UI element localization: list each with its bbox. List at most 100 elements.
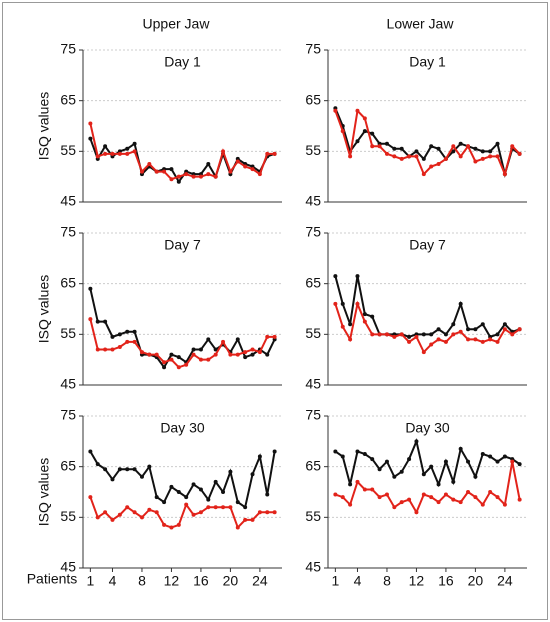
point bbox=[451, 322, 456, 327]
y-tick-label: 45 bbox=[60, 559, 76, 575]
point bbox=[421, 472, 426, 477]
point bbox=[213, 479, 218, 484]
point bbox=[117, 467, 122, 472]
y-tick-label: 75 bbox=[60, 407, 76, 423]
point bbox=[176, 355, 181, 360]
point bbox=[117, 512, 122, 517]
point bbox=[340, 324, 345, 329]
point bbox=[466, 144, 471, 149]
point bbox=[399, 500, 404, 505]
x-tick-label: 20 bbox=[468, 573, 484, 589]
point bbox=[502, 172, 507, 177]
point bbox=[198, 487, 203, 492]
x-tick-label: 20 bbox=[223, 573, 239, 589]
point bbox=[88, 495, 93, 500]
point bbox=[421, 332, 426, 337]
point bbox=[510, 332, 515, 337]
point bbox=[436, 327, 441, 332]
point bbox=[407, 334, 412, 339]
point bbox=[176, 522, 181, 527]
point bbox=[370, 144, 375, 149]
point bbox=[421, 492, 426, 497]
y-tick-label: 55 bbox=[305, 508, 321, 524]
point bbox=[162, 169, 167, 174]
point bbox=[235, 525, 240, 530]
point bbox=[139, 350, 144, 355]
point bbox=[169, 525, 174, 530]
point bbox=[257, 510, 262, 515]
point bbox=[429, 342, 434, 347]
point bbox=[243, 350, 248, 355]
point bbox=[169, 177, 174, 182]
point bbox=[110, 477, 115, 482]
point bbox=[257, 454, 262, 459]
point bbox=[377, 332, 382, 337]
point bbox=[480, 156, 485, 161]
point bbox=[370, 457, 375, 462]
panel-title: Day 1 bbox=[164, 54, 201, 70]
point bbox=[147, 507, 152, 512]
point bbox=[399, 156, 404, 161]
panel-title: Day 1 bbox=[409, 54, 446, 70]
point bbox=[443, 459, 448, 464]
point bbox=[206, 162, 211, 166]
point bbox=[458, 154, 463, 159]
point bbox=[348, 154, 353, 159]
point bbox=[125, 146, 130, 151]
point bbox=[110, 151, 115, 156]
point bbox=[407, 457, 412, 462]
point bbox=[436, 146, 441, 151]
point bbox=[88, 286, 93, 291]
point bbox=[191, 352, 196, 357]
y-tick-label: 65 bbox=[305, 274, 321, 290]
point bbox=[88, 317, 93, 322]
point bbox=[414, 149, 419, 154]
point bbox=[443, 492, 448, 497]
x-tick-label: 8 bbox=[383, 573, 391, 589]
point bbox=[221, 339, 226, 344]
point bbox=[191, 512, 196, 517]
point bbox=[257, 172, 262, 177]
point bbox=[495, 339, 500, 344]
point bbox=[250, 517, 255, 522]
point bbox=[488, 337, 493, 342]
point bbox=[480, 502, 485, 507]
point bbox=[488, 149, 493, 154]
point bbox=[184, 362, 189, 367]
point bbox=[162, 522, 167, 527]
point bbox=[480, 322, 485, 327]
point bbox=[132, 339, 137, 344]
point bbox=[392, 154, 397, 159]
point bbox=[355, 479, 360, 484]
point bbox=[95, 462, 100, 467]
point bbox=[466, 459, 471, 464]
panel-title: Day 30 bbox=[405, 420, 450, 436]
point bbox=[458, 500, 463, 505]
point bbox=[495, 332, 500, 337]
point bbox=[355, 274, 360, 279]
y-tick-label: 75 bbox=[60, 41, 76, 57]
y-axis-label: ISQ values bbox=[36, 92, 52, 160]
x-tick-label: 12 bbox=[409, 573, 425, 589]
point bbox=[169, 484, 174, 489]
point bbox=[436, 482, 441, 487]
series-line bbox=[334, 275, 520, 339]
y-tick-label: 75 bbox=[305, 407, 321, 423]
x-tick-label: 4 bbox=[109, 573, 117, 589]
x-tick-label: 1 bbox=[331, 573, 339, 589]
point bbox=[95, 319, 100, 324]
point bbox=[95, 515, 100, 520]
point bbox=[221, 490, 226, 494]
point bbox=[265, 510, 270, 515]
point bbox=[377, 144, 382, 149]
y-tick-label: 75 bbox=[60, 224, 76, 240]
point bbox=[88, 121, 93, 126]
point bbox=[466, 327, 471, 332]
y-axis-label: ISQ values bbox=[36, 275, 52, 343]
x-tick-label: 8 bbox=[138, 573, 146, 589]
point bbox=[429, 144, 434, 149]
point bbox=[235, 352, 240, 357]
y-tick-label: 45 bbox=[305, 559, 321, 575]
point bbox=[414, 154, 419, 159]
y-tick-label: 55 bbox=[60, 142, 76, 158]
